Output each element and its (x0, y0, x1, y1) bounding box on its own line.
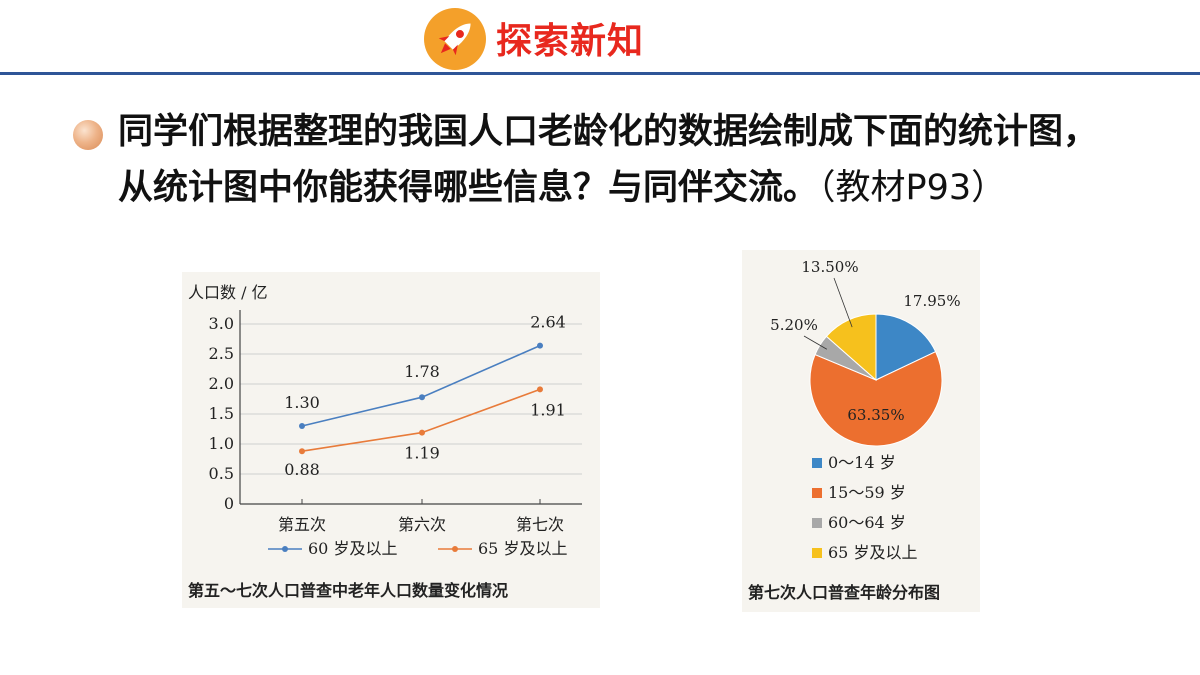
data-point (419, 429, 425, 436)
data-point (299, 448, 305, 455)
legend-label: 65 岁及以上 (478, 539, 567, 558)
slice-label: 63.35% (847, 406, 904, 424)
chart-title: 第五～七次人口普查中老年人口数量变化情况 (188, 581, 508, 600)
legend-label: 65 岁及以上 (828, 543, 917, 562)
textbook-reference: （教材P93） (818, 168, 1007, 208)
section-title: 探索新知 (496, 21, 645, 62)
legend-label: 15～59 岁 (828, 483, 906, 502)
y-tick-label: 2.5 (209, 344, 234, 363)
y-tick-label: 0.5 (209, 464, 234, 483)
line-chart: 人口数 / 亿 0 0.5 1.0 1.5 2.0 2.5 3.0 第五次 第六次 第七次 1.30 1… (188, 283, 582, 600)
question-text: 同学们根据整理的我国人口老龄化的数据绘制成下面的统计图，从统计图中你能获得哪些信… (118, 104, 1118, 216)
pie-chart-panel: 17.95% 63.35% 5.20% 13.50% 0～14 岁 15～59 岁 60～6… (742, 250, 980, 612)
data-label: 0.88 (284, 460, 320, 479)
data-point (419, 394, 425, 401)
legend-swatch (812, 518, 822, 528)
legend-marker (452, 546, 458, 552)
pie-slice (875, 313, 937, 381)
y-tick-label: 0 (224, 494, 234, 513)
y-tick-label: 1.5 (209, 404, 234, 423)
legend-marker (282, 546, 288, 552)
rocket-icon (424, 8, 486, 70)
pie-slice (809, 351, 943, 447)
x-tick-label: 第六次 (398, 515, 446, 534)
y-tick-label: 2.0 (209, 374, 234, 393)
header-divider (0, 72, 1200, 75)
legend-label: 60～64 岁 (828, 513, 906, 532)
pie-slice (825, 313, 877, 382)
header: 探索新知 (0, 0, 1200, 80)
data-label: 1.78 (404, 362, 440, 381)
legend-label: 0～14 岁 (828, 453, 896, 472)
legend-swatch (812, 548, 822, 558)
data-label: 1.91 (530, 400, 566, 419)
pie-chart: 17.95% 63.35% 5.20% 13.50% 0～14 岁 15～59 岁 60～6… (748, 258, 961, 602)
bullet-icon (73, 120, 103, 150)
data-point (299, 423, 305, 429)
y-tick-label: 3.0 (209, 314, 234, 333)
x-tick-label: 第五次 (278, 515, 326, 534)
data-label: 1.30 (284, 393, 320, 412)
legend-swatch (812, 458, 822, 468)
legend-swatch (812, 488, 822, 498)
chart-title: 第七次人口普查年龄分布图 (748, 583, 940, 602)
line-chart-panel: 人口数 / 亿 0 0.5 1.0 1.5 2.0 2.5 3.0 第五次 第六次 第七次 1.30 1… (182, 272, 600, 608)
data-label: 2.64 (530, 313, 566, 332)
data-point (537, 342, 543, 349)
slice-label: 13.50% (801, 258, 858, 276)
leader-line (803, 335, 828, 350)
data-label: 1.19 (404, 444, 440, 463)
leader-line (833, 277, 853, 328)
slice-label: 5.20% (770, 316, 818, 334)
legend-label: 60 岁及以上 (308, 539, 397, 558)
question-body: 同学们根据整理的我国人口老龄化的数据绘制成下面的统计图，从统计图中你能获得哪些信… (118, 111, 1099, 208)
slice-label: 17.95% (903, 292, 960, 310)
y-axis-label: 人口数 / 亿 (188, 283, 268, 302)
y-tick-label: 1.0 (209, 434, 234, 453)
x-tick-label: 第七次 (516, 515, 564, 534)
data-point (537, 386, 543, 393)
